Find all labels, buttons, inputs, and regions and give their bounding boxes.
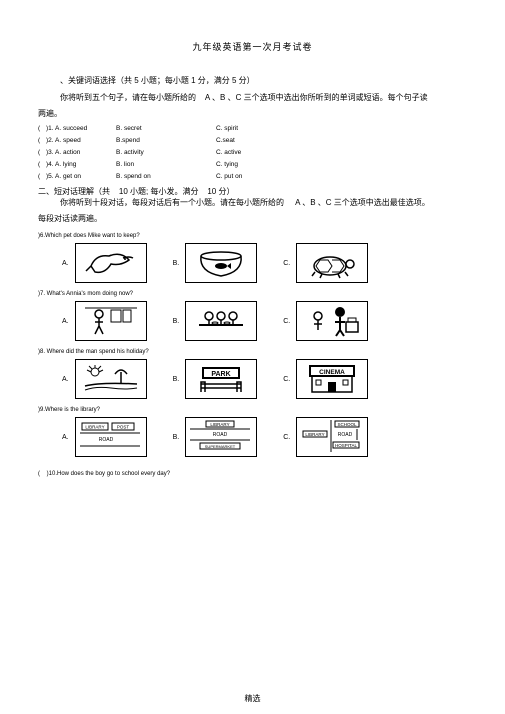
svg-text:ROAD: ROAD [98, 437, 113, 443]
pic-row-8: A. B. PARK C. CINEMA [62, 359, 467, 399]
svg-text:ROAD: ROAD [338, 432, 353, 438]
pic-row-9: A. LIBRARY POST ROAD B. LIBRARY ROAD SUPERMA… [62, 417, 467, 457]
svg-text:CINEMA: CINEMA [319, 369, 345, 376]
section1-heading: 、关键词语选择（共 5 小题；每小题 1 分，满分 5 分） [60, 75, 467, 86]
section1-body-tail: 两遍。 [38, 108, 467, 120]
q2-c: C.seat [216, 137, 316, 144]
section2-body-tail: 每段对话读两遍。 [38, 213, 467, 225]
pic-label-b3: B. [173, 376, 180, 383]
park-icon: PARK [185, 359, 257, 399]
pq10-l: ( [38, 471, 40, 477]
pic-label-c2: C. [283, 318, 290, 325]
bird-icon [75, 243, 147, 283]
question-3: ( )3. A. action B. activity C. active [38, 149, 467, 156]
q3-c: C. active [216, 149, 316, 156]
pic-label-b: B. [173, 260, 180, 267]
section2-heading: 二、短对话理解（共 10 小题; 每小发。满分 10 分） [38, 186, 467, 197]
pic-question-8: )8. Where did the man spend his holiday? [38, 349, 467, 355]
section1-body: 你将听到五个句子，请在每小题所给的 A 、B 、C 三个选项中选出你所听到的单词… [60, 92, 467, 104]
q4-l: ( [38, 161, 46, 168]
q2-b: B.spend [116, 137, 216, 144]
pic-cell-7a: A. [62, 301, 147, 341]
pic-row-6: A. B. C. [62, 243, 467, 283]
q2-a: )2. A. speed [46, 137, 116, 144]
pic-cell-6a: A. [62, 243, 147, 283]
q5-l: ( [38, 173, 46, 180]
pic-label-b4: B. [173, 434, 180, 441]
cinema-icon: CINEMA [296, 359, 368, 399]
section1-body-opts: A 、B 、C 三个选项中选出你所听到的单词或短语。每个句子读 [205, 93, 428, 102]
pic-label-b2: B. [173, 318, 180, 325]
section2-body-opts: A 、B 、C 三个选项中选出最佳选项。 [295, 198, 430, 207]
map-a-icon: LIBRARY POST ROAD [75, 417, 147, 457]
section2-heading-post: 10 分） [207, 187, 234, 196]
pic-cell-7b: B. [173, 301, 258, 341]
q1-a: )1. A. succeed [46, 125, 116, 132]
section2-body-prefix: 你将听到十段对话，每段对话后有一个小题。请在每小题所给的 [60, 198, 284, 207]
q3-b: B. activity [116, 149, 216, 156]
question-2: ( )2. A. speed B.spend C.seat [38, 137, 467, 144]
pic-label-a2: A. [62, 318, 69, 325]
svg-text:SUPERMARKET: SUPERMARKET [205, 444, 236, 449]
pic-cell-6b: B. [173, 243, 258, 283]
pic-label-a4: A. [62, 434, 69, 441]
q5-b: B. spend on [116, 173, 216, 180]
pq10-text: )10.How does the boy go to school every … [47, 471, 170, 477]
svg-text:POST: POST [116, 425, 129, 430]
pic-question-10: ( )10.How does the boy go to school ever… [38, 471, 467, 477]
pic-question-7: )7. What's Annia's mom doing now? [38, 291, 467, 297]
section2-heading-pre: 二、短对话理解（共 [38, 187, 110, 196]
map-c-icon: SCHOOL LIBRARY ROAD HOSPITAL [296, 417, 368, 457]
pic-label-a3: A. [62, 376, 69, 383]
q1-l: ( [38, 125, 46, 132]
svg-text:ROAD: ROAD [213, 432, 228, 438]
pic-label-c4: C. [283, 434, 290, 441]
svg-text:SCHOOL: SCHOOL [338, 422, 358, 427]
section2-heading-mid: 10 小题; 每小发。满分 [119, 187, 199, 196]
turtle-icon [296, 243, 368, 283]
pic-label-c3: C. [283, 376, 290, 383]
q3-a: )3. A. action [46, 149, 116, 156]
dinner-icon [185, 301, 257, 341]
fishbowl-icon [185, 243, 257, 283]
svg-text:LIBRARY: LIBRARY [306, 432, 325, 437]
laundry-icon [75, 301, 147, 341]
q1-c: C. spirit [216, 125, 316, 132]
page-title: 九年级英语第一次月考试卷 [38, 40, 467, 53]
section2-body: 你将听到十段对话，每段对话后有一个小题。请在每小题所给的 A 、B 、C 三个选… [60, 197, 467, 209]
pic-cell-9b: B. LIBRARY ROAD SUPERMARKET [173, 417, 258, 457]
svg-text:LIBRARY: LIBRARY [211, 422, 230, 427]
pic-cell-8b: B. PARK [173, 359, 258, 399]
q2-l: ( [38, 137, 46, 144]
svg-text:PARK: PARK [212, 371, 231, 378]
pic-label-a: A. [62, 260, 69, 267]
map-b-icon: LIBRARY ROAD SUPERMARKET [185, 417, 257, 457]
page-footer: 精选 [0, 693, 505, 704]
pic-row-7: A. B. C. [62, 301, 467, 341]
pic-question-6: )6.Which pet does Mike want to keep? [38, 233, 467, 239]
q4-a: )4. A. lying [46, 161, 116, 168]
q3-l: ( [38, 149, 46, 156]
q5-a: )5. A. get on [46, 173, 116, 180]
pic-cell-7c: C. [283, 301, 368, 341]
q1-b: B. secret [116, 125, 216, 132]
section1-body-prefix: 你将听到五个句子，请在每小题所给的 [60, 93, 196, 102]
q4-c: C. tying [216, 161, 316, 168]
pic-cell-9c: C. SCHOOL LIBRARY ROAD HOSPITAL [283, 417, 368, 457]
question-1: ( )1. A. succeed B. secret C. spirit [38, 125, 467, 132]
cooking-icon [296, 301, 368, 341]
pic-question-9: )9.Where is the library? [38, 407, 467, 413]
svg-text:LIBRARY: LIBRARY [85, 425, 104, 430]
pic-cell-8c: C. CINEMA [283, 359, 368, 399]
pic-cell-6c: C. [283, 243, 368, 283]
beach-icon [75, 359, 147, 399]
question-5: ( )5. A. get on B. spend on C. put on [38, 173, 467, 180]
svg-text:HOSPITAL: HOSPITAL [335, 443, 357, 448]
pic-cell-8a: A. [62, 359, 147, 399]
pic-cell-9a: A. LIBRARY POST ROAD [62, 417, 147, 457]
q5-c: C. put on [216, 173, 316, 180]
pic-label-c: C. [283, 260, 290, 267]
q4-b: B. lion [116, 161, 216, 168]
question-4: ( )4. A. lying B. lion C. tying [38, 161, 467, 168]
